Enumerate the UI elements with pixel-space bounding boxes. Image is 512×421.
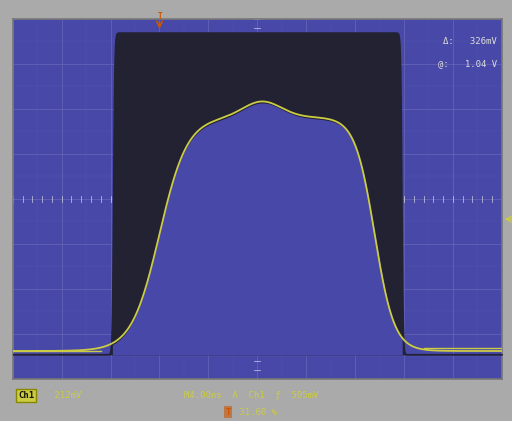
Text: 31.60 %: 31.60 % xyxy=(234,408,278,417)
Text: T: T xyxy=(225,408,230,417)
Text: T: T xyxy=(157,12,162,21)
Text: 212mV: 212mV xyxy=(49,391,81,400)
Text: @:   1.04 V: @: 1.04 V xyxy=(438,59,497,69)
Text: Ch1: Ch1 xyxy=(18,391,34,400)
Text: Δ:   326mV: Δ: 326mV xyxy=(443,37,497,46)
Text: M4.00ns  A  Ch1  ƒ  505mV: M4.00ns A Ch1 ƒ 505mV xyxy=(184,391,318,400)
